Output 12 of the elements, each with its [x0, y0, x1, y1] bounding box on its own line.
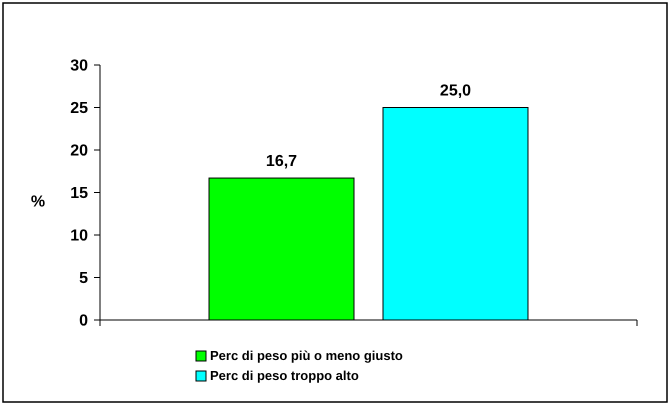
- y-tick-label: 15: [70, 185, 88, 202]
- y-tick-label: 10: [70, 228, 88, 245]
- legend-label: Perc di peso più o meno giusto: [210, 348, 403, 363]
- y-tick-label: 30: [70, 58, 88, 75]
- legend-label: Perc di peso troppo alto: [210, 368, 359, 383]
- data-label: 16,7: [266, 153, 298, 170]
- data-label: 25,0: [440, 82, 472, 100]
- y-tick-label: 20: [70, 142, 88, 160]
- y-axis-title: %: [30, 194, 46, 210]
- y-tick-label: 25: [70, 100, 88, 118]
- y-tick-label: 5: [79, 270, 88, 288]
- y-tick-label: 0: [79, 312, 88, 330]
